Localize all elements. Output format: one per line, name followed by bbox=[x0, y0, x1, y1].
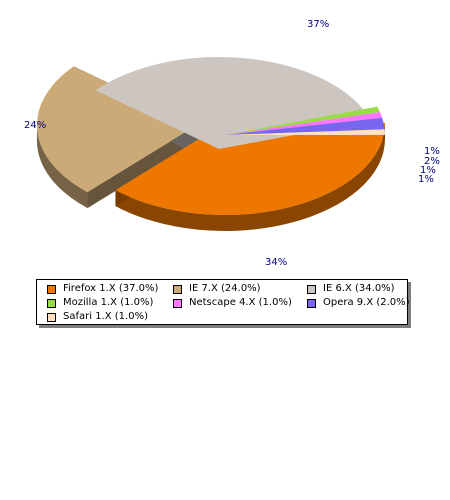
pie-slice-side-ie-7-x bbox=[37, 125, 88, 209]
pie-slice-firefox-1-x bbox=[115, 123, 385, 215]
legend-label: Firefox 1.X (37.0%) bbox=[63, 283, 159, 294]
legend-label: IE 7.X (24.0%) bbox=[189, 283, 261, 294]
pie-slice-safari-1-x bbox=[225, 129, 385, 135]
pie-slice-mozilla-1-x bbox=[225, 106, 380, 135]
legend-label: IE 6.X (34.0%) bbox=[323, 283, 395, 294]
legend-swatch bbox=[47, 299, 56, 308]
chart-legend: Firefox 1.X (37.0%) IE 7.X (24.0%) IE 6.… bbox=[36, 279, 410, 325]
pie-label-netscape-4-x: 1% bbox=[420, 165, 436, 176]
legend-swatch bbox=[173, 285, 182, 294]
legend-swatch bbox=[47, 313, 56, 322]
pie-label-safari-1-x: 1% bbox=[424, 146, 440, 157]
pie-slice-opera-9-x bbox=[225, 117, 385, 135]
legend-swatch bbox=[307, 285, 316, 294]
legend-swatch bbox=[173, 299, 182, 308]
legend-swatch bbox=[47, 285, 56, 294]
legend-label: Opera 9.X (2.0%) bbox=[323, 297, 410, 308]
legend-swatch bbox=[307, 299, 316, 308]
legend-label: Netscape 4.X (1.0%) bbox=[189, 297, 292, 308]
pie-slice-side-firefox-1-x bbox=[115, 123, 385, 231]
pie-slice-cut-ie-7-x bbox=[87, 125, 197, 209]
pie-label-firefox-1-x: 37% bbox=[307, 19, 329, 30]
legend-label: Mozilla 1.X (1.0%) bbox=[63, 297, 154, 308]
pie-slice-netscape-4-x bbox=[225, 112, 383, 135]
pie-label-ie-6-x: 34% bbox=[265, 257, 287, 268]
pie-slice-ie-7-x bbox=[36, 66, 198, 193]
pie-label-ie-7-x: 24% bbox=[24, 120, 46, 131]
pie-label-mozilla-1-x: 1% bbox=[418, 174, 434, 185]
legend-label: Safari 1.X (1.0%) bbox=[63, 311, 148, 322]
pie-label-opera-9-x: 2% bbox=[424, 156, 440, 167]
